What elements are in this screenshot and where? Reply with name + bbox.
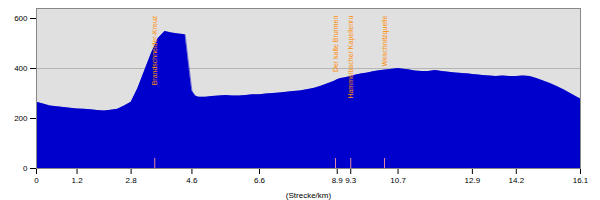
svg-text:0: 0 [23,164,28,173]
svg-text:6.6: 6.6 [254,176,266,185]
svg-text:16.1: 16.1 [573,176,589,185]
svg-text:10.7: 10.7 [390,176,406,185]
svg-text:4.6: 4.6 [186,176,198,185]
svg-text:2.8: 2.8 [126,176,138,185]
svg-text:Hammelbacher Kapellenru: Hammelbacher Kapellenru [347,16,355,99]
svg-text:8.9: 8.9 [332,176,344,185]
svg-text:Brandschneider-Kreuz: Brandschneider-Kreuz [151,15,158,85]
svg-text:(Strecke/km): (Strecke/km) [286,191,332,200]
svg-text:1.2: 1.2 [71,176,83,185]
svg-text:9.3: 9.3 [345,176,357,185]
svg-text:600: 600 [14,14,28,23]
svg-text:Der kalte Brunnen: Der kalte Brunnen [332,16,339,73]
svg-text:200: 200 [14,114,28,123]
svg-text:Weschnitzquelle: Weschnitzquelle [381,16,389,67]
svg-text:12.9: 12.9 [465,176,481,185]
svg-text:400: 400 [14,64,28,73]
svg-text:14.2: 14.2 [509,176,525,185]
svg-text:0: 0 [34,176,39,185]
